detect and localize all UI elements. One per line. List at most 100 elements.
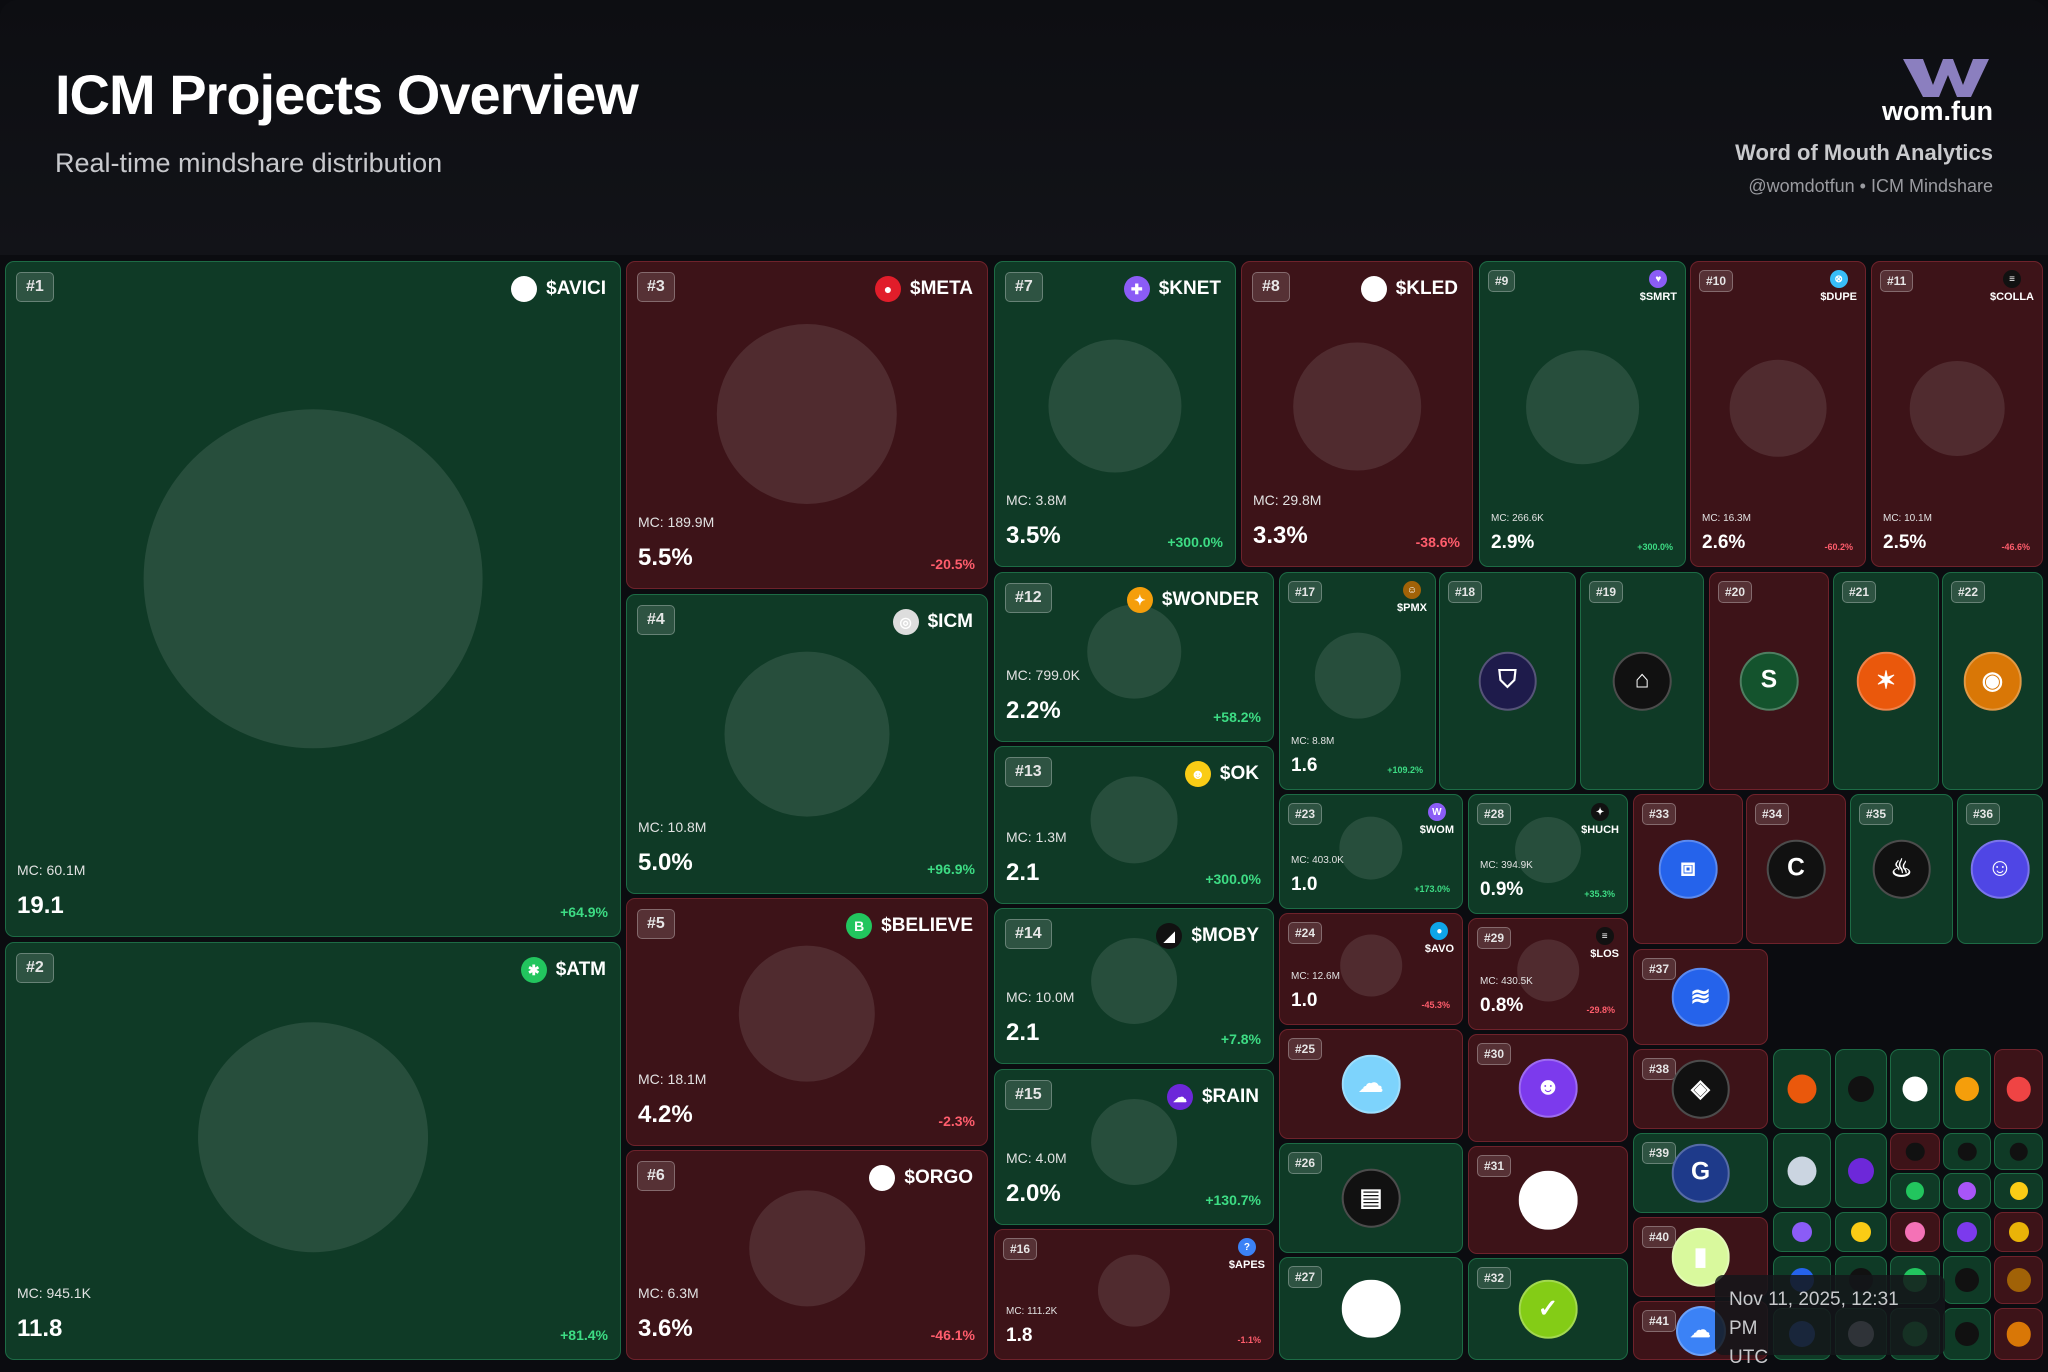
ticker-label: ✦ $HUCH bbox=[1581, 803, 1619, 836]
tile-los[interactable]: #29 ≡ $LOS MC: 430.5K 0.8% -29.8% bbox=[1468, 918, 1628, 1030]
tile-rank-31[interactable]: #31 ✿ bbox=[1468, 1146, 1628, 1254]
tile-minor[interactable] bbox=[1943, 1173, 1991, 1209]
tile-rank-27[interactable]: #27 @ bbox=[1279, 1257, 1463, 1360]
tile-rank-33[interactable]: #33 ⧈ bbox=[1633, 794, 1743, 944]
tile-minor[interactable] bbox=[1890, 1212, 1940, 1252]
tile-rank-32[interactable]: #32 ✓ bbox=[1468, 1258, 1628, 1360]
change-percent: +35.3% bbox=[1584, 889, 1615, 899]
shield-icon: ⛉ bbox=[1478, 651, 1537, 711]
tile-minor[interactable] bbox=[1994, 1049, 2043, 1129]
tile-huch[interactable]: #28 ✦ $HUCH MC: 394.9K 0.9% +35.3% bbox=[1468, 794, 1628, 914]
tile-minor[interactable] bbox=[1943, 1256, 1991, 1304]
tile-minor[interactable] bbox=[1890, 1173, 1940, 1209]
tile-wom[interactable]: #23 W $WOM MC: 403.0K 1.0 +173.0% bbox=[1279, 794, 1463, 909]
ticker-label: ▲ $AVICI bbox=[511, 276, 606, 302]
tile-minor[interactable] bbox=[1835, 1133, 1887, 1208]
tile-rank-26[interactable]: #26 ▤ bbox=[1279, 1143, 1463, 1253]
ticker-label: ● $META bbox=[875, 276, 973, 302]
tile-orgo[interactable]: #6 ● $ORGO MC: 6.3M 3.6% -46.1% bbox=[626, 1150, 988, 1360]
tile-minor[interactable] bbox=[1994, 1133, 2043, 1170]
project-logo-icon bbox=[2008, 1222, 2029, 1242]
tile-atm[interactable]: #2 ✱ $ATM MC: 945.1K 11.8 +81.4% bbox=[5, 942, 621, 1360]
tile-minor[interactable] bbox=[1773, 1133, 1831, 1208]
ticker-label: ~ $KLED bbox=[1360, 276, 1458, 302]
tile-rank-18[interactable]: #18 ⛉ bbox=[1439, 572, 1576, 790]
watermark-logo bbox=[738, 945, 876, 1083]
mindshare-percent: 2.1 bbox=[1006, 1019, 1040, 1046]
tile-minor[interactable] bbox=[1773, 1212, 1831, 1252]
brand-name: wom.fun bbox=[1882, 96, 1993, 126]
tile-minor[interactable] bbox=[1890, 1049, 1940, 1129]
tile-rank-25[interactable]: #25 ☁ bbox=[1279, 1029, 1463, 1139]
tile-minor[interactable] bbox=[1890, 1133, 1940, 1170]
tile-rank-19[interactable]: #19 ⌂ bbox=[1580, 572, 1704, 790]
cube-icon: ⧈ bbox=[1658, 839, 1718, 899]
tile-rank-30[interactable]: #30 ☻ bbox=[1468, 1034, 1628, 1142]
tile-minor[interactable] bbox=[1994, 1256, 2043, 1304]
tile-rank-22[interactable]: #22 ◉ bbox=[1942, 572, 2043, 790]
tile-icm[interactable]: #4 ◎ $ICM MC: 10.8M 5.0% +96.9% bbox=[626, 594, 988, 894]
tile-rank-21[interactable]: #21 ✶ bbox=[1833, 572, 1939, 790]
tile-avo[interactable]: #24 ● $AVO MC: 12.6M 1.0 -45.3% bbox=[1279, 913, 1463, 1025]
market-cap: MC: 10.1M bbox=[1883, 513, 1932, 524]
tile-rank-39[interactable]: #39 G bbox=[1633, 1133, 1768, 1213]
ticker-text: $LOS bbox=[1590, 948, 1619, 960]
tile-meta[interactable]: #3 ● $META MC: 189.9M 5.5% -20.5% bbox=[626, 261, 988, 589]
s-icon: S bbox=[1739, 651, 1799, 711]
watermark-logo bbox=[1091, 937, 1177, 1024]
tile-minor[interactable] bbox=[1994, 1173, 2043, 1209]
tile-rain[interactable]: #15 ☁ $RAIN MC: 4.0M 2.0% +130.7% bbox=[994, 1069, 1274, 1225]
project-logo-icon bbox=[1957, 1222, 1977, 1242]
tile-smrt[interactable]: #9 ♥ $SMRT MC: 266.6K 2.9% +300.0% bbox=[1479, 261, 1686, 567]
tile-rank-20[interactable]: #20 S bbox=[1709, 572, 1829, 790]
mindshare-percent: 2.6% bbox=[1702, 532, 1746, 553]
tile-minor[interactable] bbox=[1994, 1212, 2043, 1252]
tile-rank-35[interactable]: #35 ♨ bbox=[1850, 794, 1953, 944]
tile-rank-40[interactable]: #40 ▮ bbox=[1633, 1217, 1768, 1297]
ticker-label: ☁ $RAIN bbox=[1166, 1084, 1259, 1110]
tile-ok[interactable]: #13 ☻ $OK MC: 1.3M 2.1 +300.0% bbox=[994, 746, 1274, 904]
cat-icon: ☻ bbox=[1518, 1058, 1578, 1118]
believe-icon: B bbox=[846, 913, 873, 939]
change-percent: -46.1% bbox=[930, 1327, 975, 1343]
tile-rank-36[interactable]: #36 ☺ bbox=[1957, 794, 2043, 944]
tile-rank-37[interactable]: #37 ≋ bbox=[1633, 949, 1768, 1045]
tile-avici[interactable]: #1 ▲ $AVICI MC: 60.1M 19.1 +64.9% bbox=[5, 261, 621, 937]
tile-minor[interactable] bbox=[1835, 1049, 1887, 1129]
tile-colla[interactable]: #11 ≡ $COLLA MC: 10.1M 2.5% -46.6% bbox=[1871, 261, 2043, 567]
apes-icon: ? bbox=[1237, 1238, 1256, 1256]
tile-minor[interactable] bbox=[1943, 1308, 1991, 1360]
ticker-text: $ATM bbox=[555, 959, 606, 980]
watermark-logo bbox=[198, 1022, 428, 1253]
tile-minor[interactable] bbox=[1943, 1133, 1991, 1170]
tile-minor[interactable] bbox=[1943, 1049, 1991, 1129]
page-subtitle: Real-time mindshare distribution bbox=[55, 148, 443, 178]
tile-kled[interactable]: #8 ~ $KLED MC: 29.8M 3.3% -38.6% bbox=[1241, 261, 1473, 567]
market-cap: MC: 799.0K bbox=[1006, 667, 1080, 683]
timestamp-date: Nov 11, 2025, 12:31 PM bbox=[1729, 1289, 1899, 1339]
watermark-logo bbox=[1091, 1098, 1177, 1185]
market-cap: MC: 18.1M bbox=[638, 1071, 707, 1087]
tile-rank-38[interactable]: #38 ◈ bbox=[1633, 1049, 1768, 1129]
change-percent: -20.5% bbox=[930, 556, 975, 572]
tile-believe[interactable]: #5 B $BELIEVE MC: 18.1M 4.2% -2.3% bbox=[626, 898, 988, 1146]
rank-badge: #11 bbox=[1880, 270, 1914, 292]
tile-pmx[interactable]: #17 ☺ $PMX MC: 8.8M 1.6 +109.2% bbox=[1279, 572, 1436, 790]
project-logo-icon bbox=[1905, 1142, 1925, 1161]
tile-knet[interactable]: #7 ✚ $KNET MC: 3.8M 3.5% +300.0% bbox=[994, 261, 1236, 567]
tile-rank-34[interactable]: #34 C bbox=[1746, 794, 1846, 944]
tile-dupe[interactable]: #10 ⊗ $DUPE MC: 16.3M 2.6% -60.2% bbox=[1690, 261, 1866, 567]
tile-minor[interactable] bbox=[1835, 1212, 1887, 1252]
tile-moby[interactable]: #14 ◢ $MOBY MC: 10.0M 2.1 +7.8% bbox=[994, 908, 1274, 1064]
tile-wonder[interactable]: #12 ✦ $WONDER MC: 799.0K 2.2% +58.2% bbox=[994, 572, 1274, 742]
rank-badge: #35 bbox=[1859, 803, 1894, 825]
tile-apes[interactable]: #16? $APES MC: 111.2K 1.8 -1.1% bbox=[994, 1229, 1274, 1360]
tile-minor[interactable] bbox=[1994, 1308, 2043, 1360]
watermark-logo bbox=[1314, 632, 1401, 719]
rank-badge: #6 bbox=[637, 1161, 675, 1191]
tile-minor[interactable] bbox=[1773, 1049, 1831, 1129]
ticker-label: ◎ $ICM bbox=[892, 609, 973, 635]
ticker-label: ♥ $SMRT bbox=[1640, 270, 1677, 303]
ticker-text: $OK bbox=[1219, 763, 1259, 784]
tile-minor[interactable] bbox=[1943, 1212, 1991, 1252]
